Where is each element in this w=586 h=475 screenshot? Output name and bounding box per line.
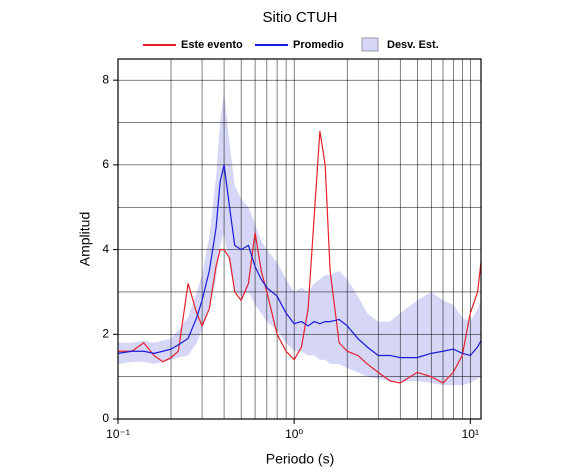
legend-label: Este evento [181, 39, 243, 51]
y-tick-label: 8 [102, 72, 109, 86]
series-line [117, 164, 482, 359]
legend-swatch [361, 37, 379, 52]
y-tick-label: 6 [102, 157, 109, 171]
y-tick-label: 4 [102, 242, 109, 256]
y-tick-label: 0 [102, 411, 109, 425]
plot-frame [117, 58, 482, 420]
legend-label: Promedio [293, 39, 344, 51]
y-tick-label: 2 [102, 326, 109, 340]
y-axis-label: Amplitud [77, 212, 93, 266]
x-axis-label: Periodo (s) [266, 451, 334, 467]
x-tick-label: 10⁻¹ [106, 427, 130, 441]
x-tick-label: 10¹ [462, 427, 479, 441]
x-tick-label: 10⁰ [285, 427, 303, 441]
chart-title: Sitio CTUH [262, 9, 337, 26]
std-band [118, 92, 481, 386]
series-line [118, 130, 482, 384]
legend-label: Desv. Est. [387, 39, 439, 51]
